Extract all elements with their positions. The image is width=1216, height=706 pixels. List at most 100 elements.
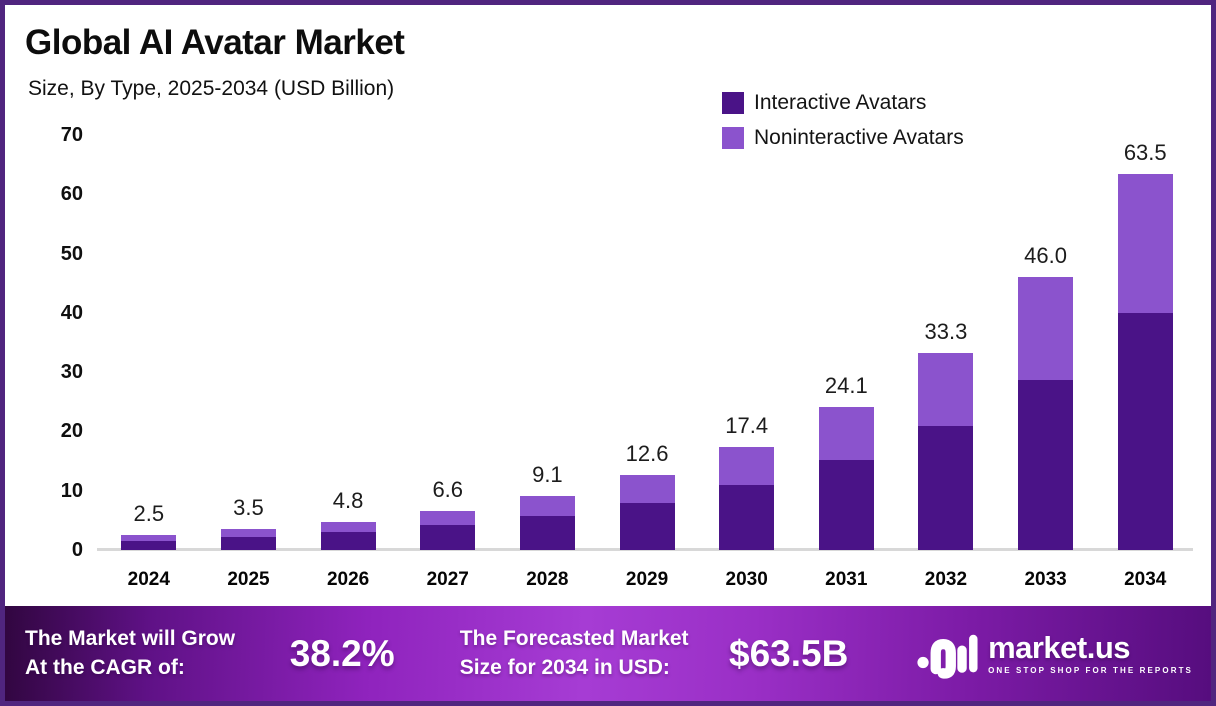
x-tick-label: 2033 <box>1024 569 1067 590</box>
bottom-banner: The Market will Grow At the CAGR of: 38.… <box>5 606 1211 701</box>
bar-group-2028: 9.1 <box>498 135 598 550</box>
bar-total-label: 63.5 <box>1123 139 1167 165</box>
bar-segment-interactive <box>519 516 575 550</box>
marketus-logo-icon <box>917 634 978 679</box>
bar-segment-noninteractive <box>619 475 675 504</box>
x-tick-label: 2026 <box>326 569 370 590</box>
bar-segment-noninteractive <box>1018 277 1074 380</box>
cagr-value: 38.2% <box>289 633 395 674</box>
bar-stack <box>1117 173 1173 550</box>
bar-total-label: 24.1 <box>824 373 868 399</box>
y-tick-label: 0 <box>71 539 83 561</box>
bar-segment-interactive <box>918 425 974 550</box>
forecast-label-line1: The Forecasted Market <box>459 627 689 651</box>
bar-total-label: 4.8 <box>332 487 364 513</box>
y-tick-label: 40 <box>60 301 83 324</box>
bar-group-2030: 17.4 <box>697 135 797 550</box>
bar-total-label: 12.6 <box>625 441 669 467</box>
bar-segment-noninteractive <box>320 521 376 533</box>
bar-segment-interactive <box>1018 379 1074 550</box>
bar-total-label: 2.5 <box>133 501 165 527</box>
bar-segment-interactive <box>420 525 476 550</box>
legend-label: Interactive Avatars <box>754 91 927 114</box>
bar-segment-noninteractive <box>519 496 575 517</box>
legend-swatch-noninteractive-icon <box>722 127 744 149</box>
bar-group-2031: 24.1 <box>796 135 896 550</box>
x-tick-label: 2030 <box>725 569 768 590</box>
y-tick-label: 50 <box>60 242 83 265</box>
bar-stack <box>420 510 476 550</box>
logo-tagline: ONE STOP SHOP FOR THE REPORTS <box>988 666 1193 675</box>
y-tick-label: 30 <box>60 361 83 384</box>
y-tick-label: 60 <box>60 183 83 206</box>
legend: Interactive Avatars Noninteractive Avata… <box>722 91 964 150</box>
bar-segment-interactive <box>1117 313 1173 550</box>
bar-segment-interactive <box>619 503 675 550</box>
marketus-logo: market.us ONE STOP SHOP FOR THE REPORTS <box>916 625 1193 683</box>
bar-segment-noninteractive <box>719 446 775 486</box>
stacked-bar-chart: 0 10 20 30 40 50 60 70 2.5 3.5 4.8 6.6 9.1 12.6 17.4 2… <box>19 123 1195 603</box>
bar-stack <box>719 446 775 550</box>
legend-item-interactive: Interactive Avatars <box>722 91 964 115</box>
bar-stack <box>619 475 675 550</box>
forecast-label-line2: Size for 2034 in USD: <box>459 655 670 679</box>
bar-stack <box>320 521 376 550</box>
legend-item-noninteractive: Noninteractive Avatars <box>722 126 964 150</box>
bar-total-label: 17.4 <box>725 412 769 438</box>
x-tick-label: 2031 <box>825 569 868 590</box>
bar-segment-interactive <box>818 459 874 550</box>
bar-group-2033: 46.0 <box>996 135 1096 550</box>
bar-segment-noninteractive <box>818 407 874 460</box>
bar-group-2026: 4.8 <box>298 135 398 550</box>
plot-area: 2.5 3.5 4.8 6.6 9.1 12.6 17.4 24.1 33.3 46.0 63.5 … <box>99 123 1195 603</box>
bar-segment-interactive <box>719 485 775 550</box>
bar-segment-noninteractive <box>121 535 177 541</box>
x-tick-label: 2028 <box>526 569 569 590</box>
bar-stack <box>220 529 276 550</box>
bar-stack <box>121 535 177 550</box>
bar-group-2025: 3.5 <box>199 135 299 550</box>
bar-group-2032: 33.3 <box>896 135 996 550</box>
cagr-label-line1: The Market will Grow <box>25 627 236 651</box>
bar-segment-noninteractive <box>918 352 974 426</box>
cagr-label: The Market will Grow At the CAGR of: <box>25 625 290 682</box>
y-axis: 0 10 20 30 40 50 60 70 <box>19 123 83 603</box>
forecast-label: The Forecasted Market Size for 2034 in U… <box>460 625 729 682</box>
logo-name: market.us <box>988 630 1131 665</box>
bar-stack <box>918 352 974 550</box>
bar-group-2029: 12.6 <box>597 135 697 550</box>
bar-segment-interactive <box>320 532 376 550</box>
x-tick-label: 2025 <box>227 569 270 590</box>
bar-total-label: 46.0 <box>1024 243 1067 269</box>
forecast-value: $63.5B <box>729 633 849 674</box>
bar-total-label: 6.6 <box>432 476 464 502</box>
bar-group-2027: 6.6 <box>398 135 498 550</box>
x-tick-label: 2027 <box>426 569 469 590</box>
x-tick-label: 2034 <box>1124 569 1167 590</box>
y-tick-label: 10 <box>60 479 83 502</box>
y-tick-label: 20 <box>60 420 83 443</box>
logo-text: market.us ONE STOP SHOP FOR THE REPORTS <box>988 632 1193 675</box>
bar-group-2034: 63.5 <box>1095 135 1195 550</box>
bars-container: 2.5 3.5 4.8 6.6 9.1 12.6 17.4 24.1 33.3 46.0 63.5 <box>99 135 1195 550</box>
bar-segment-noninteractive <box>1117 173 1173 314</box>
bar-total-label: 9.1 <box>532 462 563 488</box>
bar-segment-noninteractive <box>420 510 476 526</box>
page-title: Global AI Avatar Market <box>25 23 405 62</box>
bar-segment-noninteractive <box>220 529 276 537</box>
bar-segment-interactive <box>121 540 177 550</box>
bar-total-label: 33.3 <box>924 318 968 344</box>
bar-stack <box>519 496 575 550</box>
page-subtitle: Size, By Type, 2025-2034 (USD Billion) <box>28 77 395 100</box>
cagr-label-line2: At the CAGR of: <box>25 655 185 679</box>
bar-segment-interactive <box>220 536 276 550</box>
legend-swatch-interactive-icon <box>722 92 744 114</box>
legend-label: Noninteractive Avatars <box>754 126 964 149</box>
x-axis-labels: 2024 2025 2026 2027 2028 2029 2030 2031 2032 2033… <box>99 569 1195 591</box>
x-tick-label: 2032 <box>924 569 968 590</box>
bar-stack <box>818 407 874 550</box>
bar-group-2024: 2.5 <box>99 135 199 550</box>
x-tick-label: 2024 <box>127 569 170 590</box>
x-tick-label: 2029 <box>625 569 669 590</box>
